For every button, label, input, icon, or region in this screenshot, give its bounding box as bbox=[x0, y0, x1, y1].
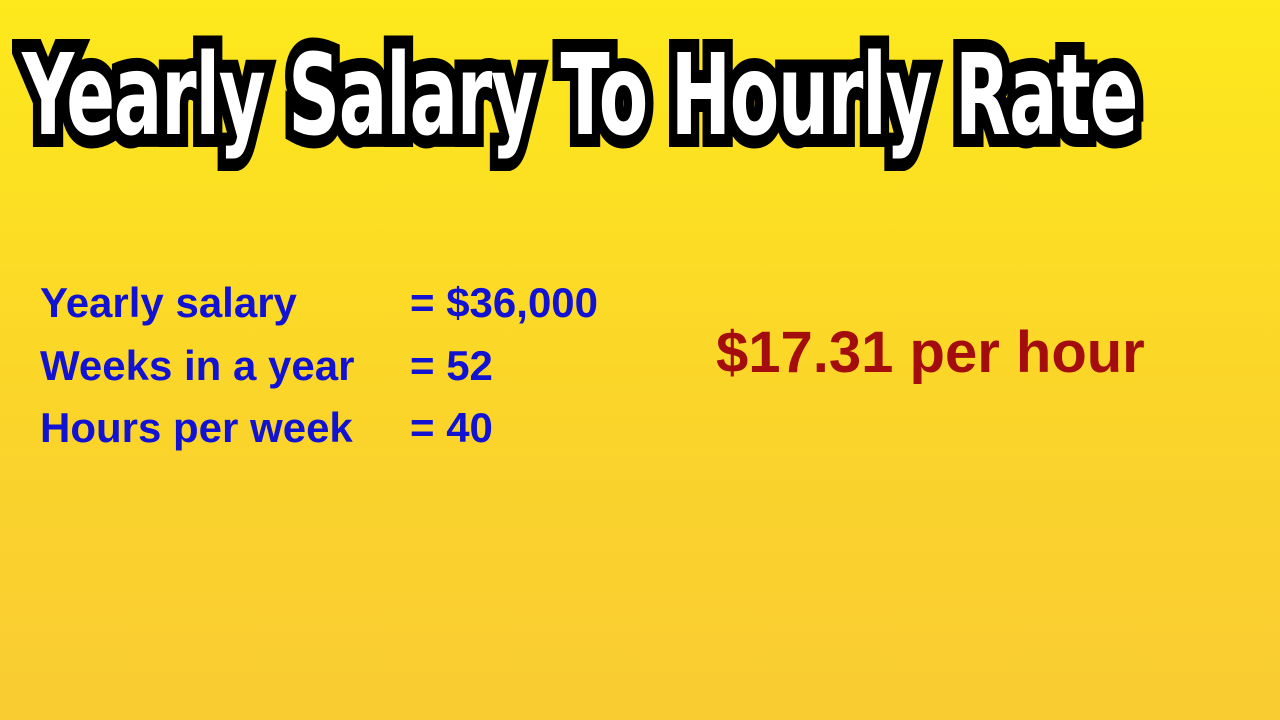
input-label: Weeks in a year bbox=[40, 342, 355, 389]
input-label: Yearly salary bbox=[40, 279, 297, 326]
input-value: = $36,000 bbox=[410, 279, 599, 326]
input-row-hours: Hours per week = 40 bbox=[40, 404, 493, 451]
input-label: Hours per week bbox=[40, 404, 353, 451]
input-value: = 52 bbox=[410, 342, 493, 389]
input-row-yearly-salary: Yearly salary = $36,000 bbox=[40, 279, 598, 326]
hourly-rate-result: $17.31 per hour bbox=[716, 320, 1145, 385]
input-value: = 40 bbox=[410, 404, 493, 451]
slide-title: Yearly Salary To Hourly Rate bbox=[14, 27, 1147, 165]
input-row-weeks: Weeks in a year = 52 bbox=[40, 342, 493, 389]
